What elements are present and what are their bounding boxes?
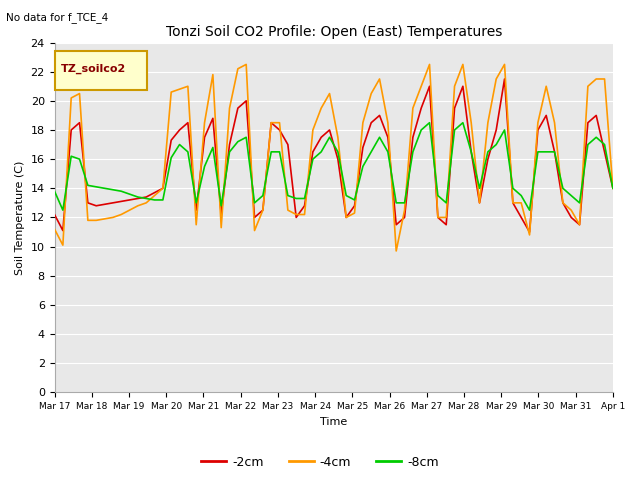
Text: No data for f_TCE_4: No data for f_TCE_4 [6, 12, 109, 23]
Y-axis label: Soil Temperature (C): Soil Temperature (C) [15, 160, 25, 275]
X-axis label: Time: Time [320, 417, 348, 427]
Text: TZ_soilco2: TZ_soilco2 [61, 64, 127, 74]
FancyBboxPatch shape [54, 51, 147, 90]
Title: Tonzi Soil CO2 Profile: Open (East) Temperatures: Tonzi Soil CO2 Profile: Open (East) Temp… [166, 24, 502, 38]
Legend: -2cm, -4cm, -8cm: -2cm, -4cm, -8cm [196, 451, 444, 474]
